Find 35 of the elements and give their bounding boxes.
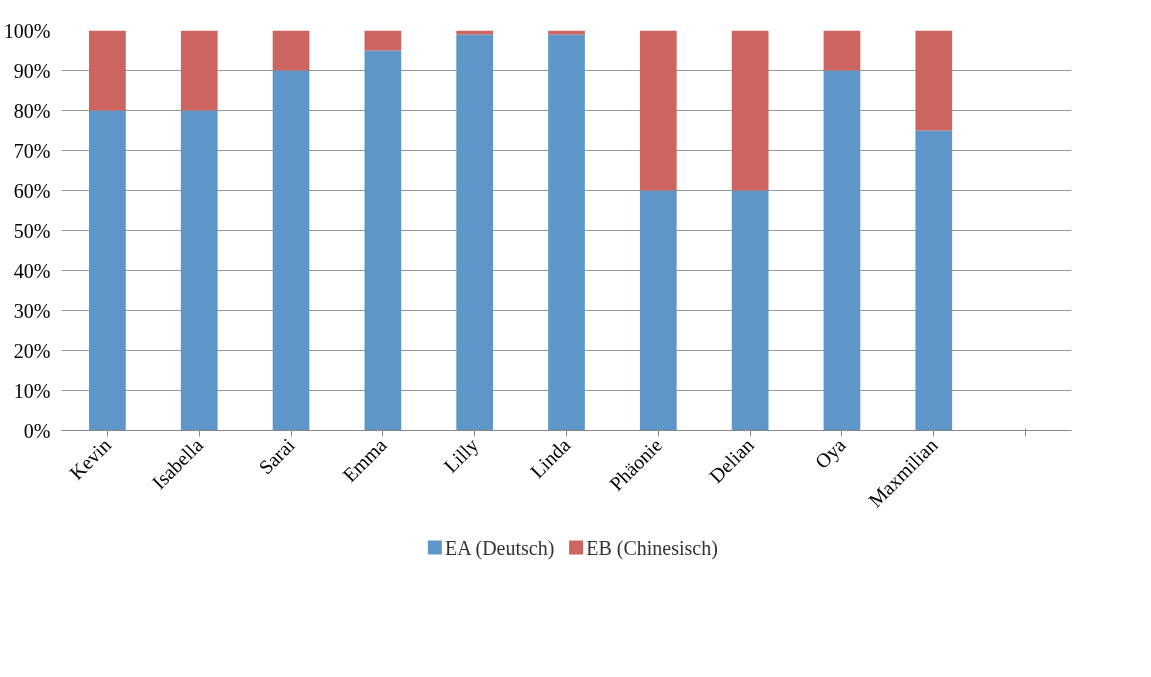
bar xyxy=(548,30,585,35)
x-tick-label: Lilly xyxy=(439,433,484,478)
bar xyxy=(639,30,677,191)
bar xyxy=(180,110,218,431)
bar xyxy=(639,190,677,431)
y-tick-label: 10% xyxy=(13,379,51,402)
y-tick-label: 0% xyxy=(23,419,51,442)
y-tick-label: 100% xyxy=(3,19,51,42)
y-tick-label: 30% xyxy=(13,299,51,322)
bar xyxy=(364,50,402,431)
bar xyxy=(456,34,494,431)
bar xyxy=(915,30,953,131)
bar xyxy=(364,30,402,51)
y-tick-label: 60% xyxy=(13,179,51,202)
bar xyxy=(823,70,861,431)
legend-label: EB (Chinesisch) xyxy=(586,536,718,560)
bar xyxy=(456,30,494,35)
y-tick-label: 50% xyxy=(13,219,51,242)
bar xyxy=(731,190,769,431)
bar xyxy=(272,30,310,71)
bar xyxy=(272,70,310,431)
y-tick-label: 80% xyxy=(13,99,51,122)
bar xyxy=(915,130,953,431)
bar xyxy=(89,30,126,111)
bar xyxy=(823,30,861,71)
bar xyxy=(731,30,769,191)
y-tick-label: 20% xyxy=(13,339,51,362)
y-tick-label: 70% xyxy=(13,139,51,162)
bar xyxy=(180,30,218,111)
bar xyxy=(89,110,126,431)
y-tick-label: 40% xyxy=(13,259,51,282)
bar xyxy=(548,34,585,431)
x-tick-label: Oya xyxy=(810,433,851,474)
y-tick-label: 90% xyxy=(13,59,51,82)
legend-label: EA (Deutsch) xyxy=(444,536,555,560)
